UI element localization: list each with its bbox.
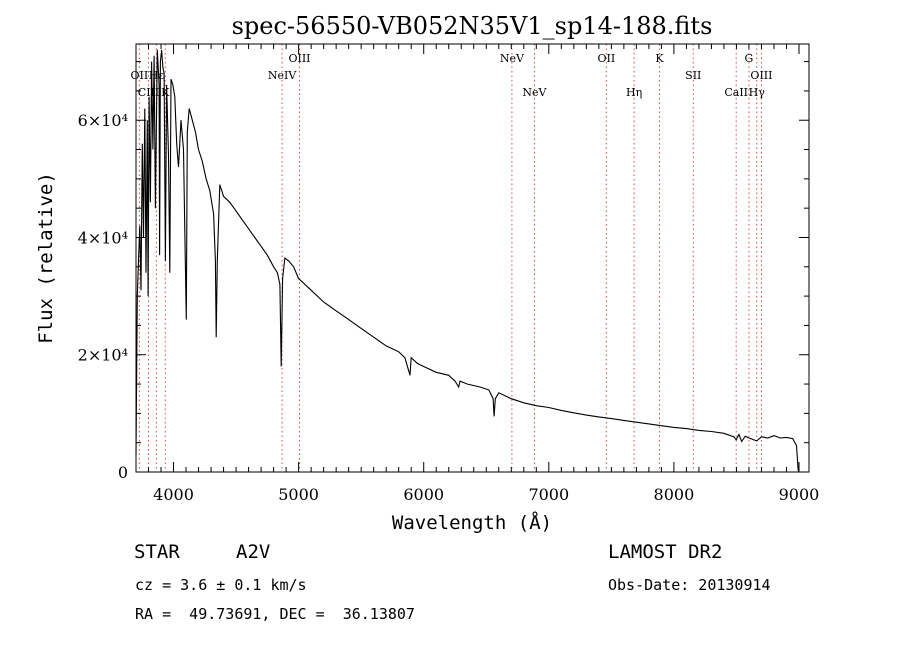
plot-frame	[135, 43, 810, 473]
y-tick-label: 4×10⁴	[78, 228, 128, 247]
marker-label: OIII	[750, 69, 772, 82]
marker-label: CaII	[724, 86, 748, 99]
marker-label: G	[745, 52, 754, 65]
marker-label: NeV	[522, 86, 547, 99]
x-tick-label: 5000	[278, 485, 319, 504]
marker-label: Hη	[626, 86, 642, 99]
x-axis: 4000 5000 6000 7000 8000 9000	[148, 44, 820, 504]
coordinates: RA = 49.73691, DEC = 36.13807	[135, 605, 415, 623]
y-axis: 0 2×10⁴ 4×10⁴ 6×10⁴	[78, 61, 809, 482]
x-tick-label: 7000	[528, 485, 569, 504]
y-tick-label: 2×10⁴	[78, 346, 128, 365]
marker-label: Hγ	[749, 86, 766, 99]
x-tick-label: 9000	[779, 485, 820, 504]
marker-label: OII	[597, 52, 615, 65]
y-tick-label: 0	[118, 463, 128, 482]
survey-name: LAMOST DR2	[608, 541, 723, 563]
x-axis-label: Wavelength (Å)	[392, 511, 552, 534]
spectrum-line	[135, 49, 800, 473]
observation-date: Obs-Date: 20130914	[608, 576, 771, 594]
marker-label: NeIV	[268, 69, 297, 82]
x-tick-label: 4000	[153, 485, 194, 504]
marker-label: SII	[685, 69, 701, 82]
marker-label: CIII	[138, 86, 159, 99]
marker-label: OII	[131, 69, 149, 82]
x-tick-label: 8000	[654, 485, 695, 504]
chart-title: spec-56550-VB052N35V1_sp14-188.fits	[232, 12, 713, 40]
y-tick-label: 6×10⁴	[78, 111, 128, 130]
redshift-cz: cz = 3.6 ± 0.1 km/s	[135, 576, 307, 594]
object-type: STAR	[134, 541, 180, 563]
x-tick-label: 6000	[403, 485, 444, 504]
y-axis-label: Flux (relative)	[35, 172, 57, 344]
marker-label: K	[161, 86, 170, 99]
marker-label: K	[655, 52, 664, 65]
marker-label: NeV	[500, 52, 525, 65]
spectral-class: A2V	[236, 541, 271, 563]
marker-label: OIII	[288, 52, 310, 65]
